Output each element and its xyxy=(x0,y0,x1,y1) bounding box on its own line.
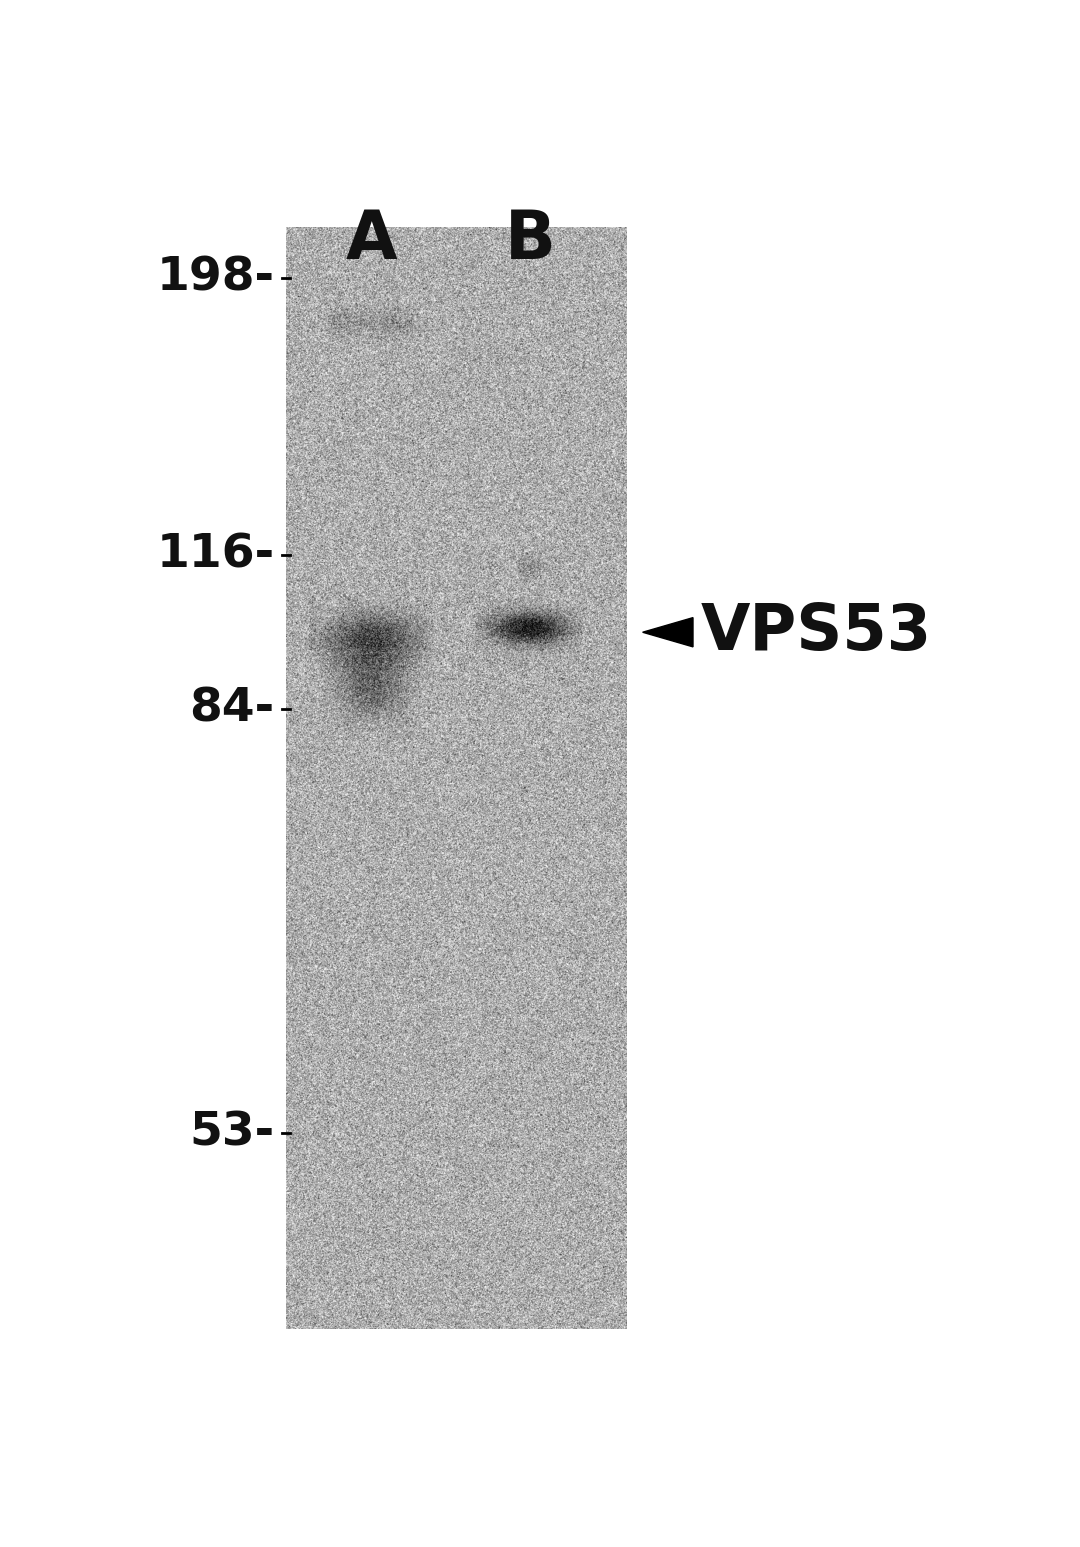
Text: 198-: 198- xyxy=(157,255,274,300)
Text: B: B xyxy=(504,207,555,274)
Text: 84-: 84- xyxy=(189,687,274,732)
Text: 53-: 53- xyxy=(189,1111,274,1156)
Polygon shape xyxy=(643,617,693,647)
Text: A: A xyxy=(346,207,397,274)
Text: VPS53: VPS53 xyxy=(701,602,932,664)
Text: 116-: 116- xyxy=(157,532,274,577)
